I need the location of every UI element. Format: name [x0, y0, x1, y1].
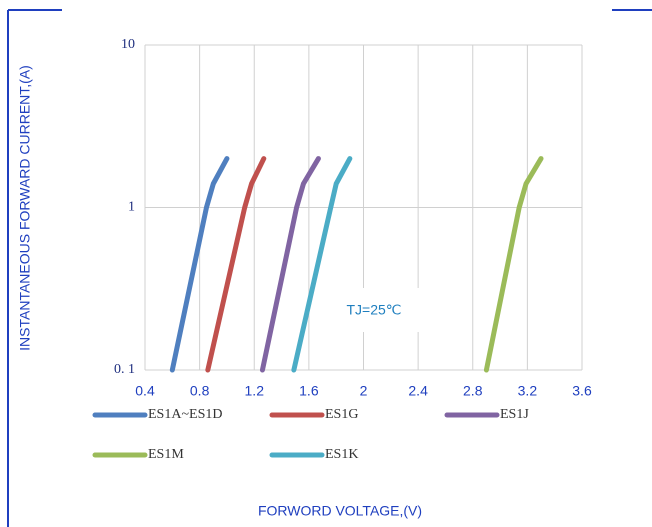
- series-line: [291, 156, 353, 373]
- x-axis-label: FORWORD VOLTAGE,(V): [258, 503, 422, 519]
- x-tick-label: 1.6: [299, 383, 319, 399]
- annotation: TJ=25℃: [346, 302, 401, 318]
- series-line: [483, 156, 544, 373]
- series-line: [169, 156, 230, 373]
- y-tick-label: 0. 1: [114, 362, 135, 377]
- legend-label: ES1A~ES1D: [148, 407, 222, 422]
- x-tick-label: 3.6: [572, 383, 592, 399]
- series-line: [205, 156, 267, 373]
- x-tick-label: 2.8: [463, 383, 483, 399]
- x-tick-label: 0.4: [135, 383, 155, 399]
- x-tick-label: 1.2: [245, 383, 265, 399]
- x-tick-label: 2: [360, 383, 368, 399]
- legend-label: ES1J: [500, 407, 529, 422]
- x-tick-label: 0.8: [190, 383, 210, 399]
- x-tick-label: 3.2: [518, 383, 538, 399]
- series-line: [259, 156, 321, 373]
- legend-label: ES1G: [325, 407, 358, 422]
- annotation-box: [318, 288, 458, 332]
- y-tick-label: 1: [128, 200, 135, 215]
- y-axis-label: INSTANTANEOUS FORWARD CURRENT,(A): [17, 65, 33, 351]
- x-tick-label: 2.4: [408, 383, 428, 399]
- y-tick-label: 10: [121, 37, 135, 52]
- legend-label: ES1M: [148, 447, 184, 462]
- legend-label: ES1K: [325, 447, 358, 462]
